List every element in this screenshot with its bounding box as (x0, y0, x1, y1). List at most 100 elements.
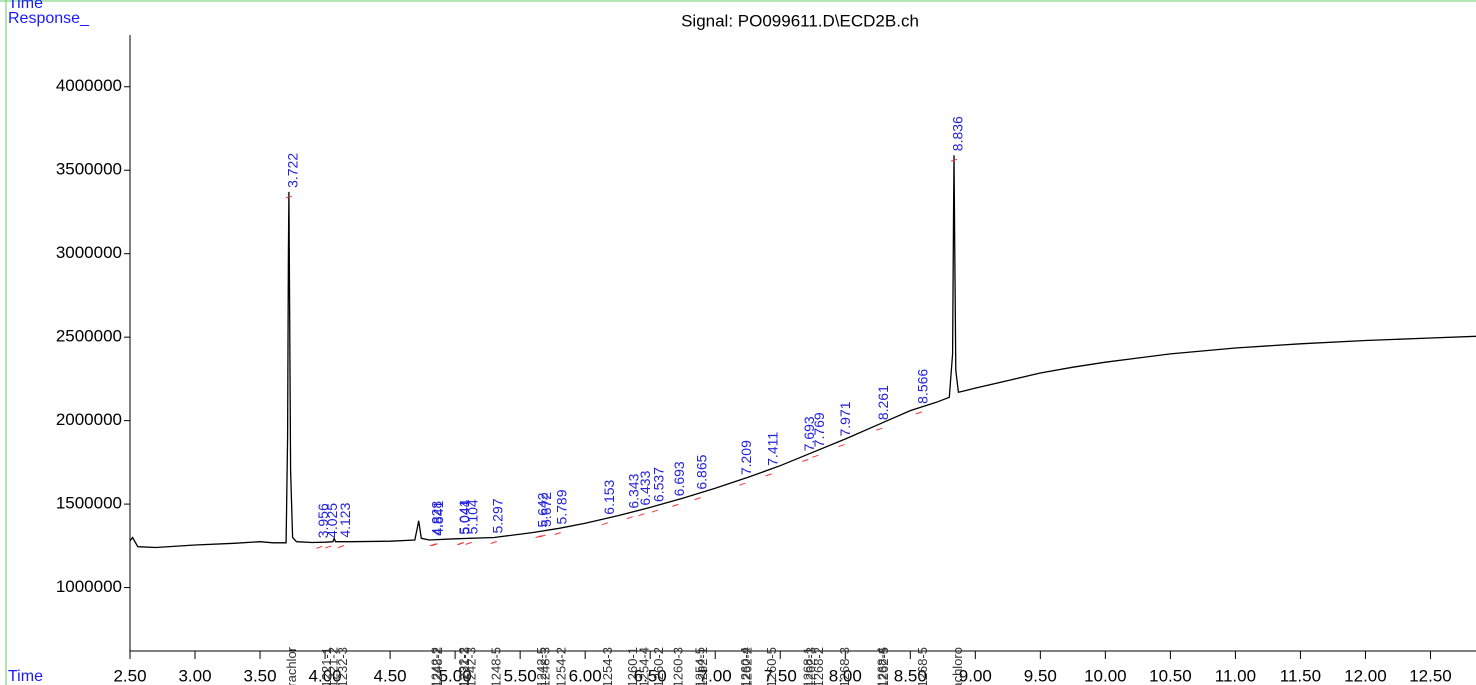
peak-label: 6.343 (625, 473, 641, 508)
peak-baseline (876, 427, 883, 431)
peak-label: 4.123 (337, 502, 353, 537)
chart-title: Signal: PO099611.D\ECD2B.ch (681, 11, 919, 30)
compound-label: Decachloro (950, 647, 965, 685)
peak-baseline (490, 541, 497, 544)
peak-label: 7.411 (764, 432, 780, 466)
compound-label: AR-1260-2 (651, 647, 666, 685)
peak-label: 5.104 (464, 499, 480, 534)
x-tick-label: 8.50 (894, 666, 927, 685)
peak-baseline (457, 542, 465, 546)
compound-label: AR-1268-1 (800, 647, 815, 685)
peak-label: 8.836 (950, 116, 966, 151)
compound-label: AR-1221-2 (326, 647, 341, 685)
compound-label: AR-1268-3 (837, 647, 852, 685)
peak-baseline (465, 541, 472, 545)
x-tick-label: 6.00 (569, 666, 602, 685)
x-axis-label: Time (8, 668, 43, 685)
x-tick-label: 12.50 (1409, 666, 1452, 685)
peak-baseline (651, 509, 659, 513)
y-axis-label: Response_ (8, 10, 90, 27)
y-tick-label: 3000000 (56, 243, 122, 262)
peak-baseline (325, 545, 332, 549)
x-tick-label: 3.50 (244, 666, 277, 685)
x-tick-label: 5.50 (504, 666, 537, 685)
peak-label: 8.261 (875, 385, 891, 420)
compound-label: AR-1268-5 (915, 647, 930, 685)
compound-label: AR-1242-2 (428, 647, 443, 685)
compound-label: AR-1262-3 (803, 647, 818, 685)
x-tick-label: 9.00 (959, 666, 992, 685)
peak-baseline (535, 535, 542, 539)
peak-label: 4.025 (324, 503, 340, 538)
compound-label: AR-1260-4 (738, 647, 753, 685)
peak-baseline (812, 454, 819, 458)
x-tick-label: 7.50 (764, 666, 797, 685)
peak-baseline (672, 503, 679, 507)
peak-baseline (316, 545, 323, 549)
peak-label: 7.209 (738, 440, 754, 475)
compound-label: AR-1262-2 (739, 647, 754, 685)
x-tick-label: 3.00 (178, 666, 211, 685)
compound-label: AR-1254-2 (553, 647, 568, 685)
peak-label: 6.865 (693, 454, 709, 489)
y-tick-label: 2500000 (56, 327, 122, 346)
compound-label: AR-1262-1 (695, 647, 710, 685)
peak-label: 4.828 (428, 501, 444, 536)
compound-label: AR-1242-3 (464, 647, 479, 685)
peak-baseline (765, 473, 772, 477)
y-tick-label: 1000000 (56, 577, 122, 596)
peak-baseline (838, 444, 845, 448)
x-tick-label: 12.00 (1344, 666, 1387, 685)
y-tick-label: 3500000 (56, 160, 122, 179)
compound-label: AR-1268-4 (875, 647, 890, 685)
compound-label: AR-1242-5 (534, 647, 549, 685)
compound-label: AR-1232-2 (456, 647, 471, 685)
compound-label: AR-1262-5 (876, 647, 891, 685)
peak-label: 3.956 (315, 503, 331, 538)
peak-label: 5.297 (489, 498, 505, 533)
x-tick-label: 2.50 (113, 666, 146, 685)
compound-label: AR-1260-5 (764, 647, 779, 685)
peak-baseline (915, 411, 923, 415)
peak-baseline (431, 543, 438, 547)
x-tick-label: 10.50 (1149, 666, 1192, 685)
signal-trace (129, 155, 1476, 549)
peak-label: 5.044 (457, 499, 473, 534)
peak-baseline (554, 532, 561, 536)
y-tick-label: 1500000 (56, 494, 122, 513)
x-tick-label: 11.50 (1280, 666, 1321, 685)
peak-label: 6.153 (601, 479, 617, 514)
peak-baseline (601, 522, 609, 526)
x-tick-label: 10.00 (1084, 666, 1127, 685)
compound-label: AR-1248-2 (430, 647, 445, 685)
peak-baseline (539, 534, 546, 538)
x-tick-label: 4.00 (309, 666, 342, 685)
peak-label: 7.693 (801, 416, 817, 451)
x-tick-label: 7.00 (699, 666, 732, 685)
x-tick-label: 5.00 (439, 666, 472, 685)
compound-label: AR-1221-3 (457, 647, 472, 685)
peak-label: 4.841 (430, 500, 446, 535)
peak-label: 7.971 (837, 401, 853, 436)
peak-label: 3.722 (285, 153, 301, 188)
compound-label: AR-1254-4 (637, 647, 652, 685)
peak-baseline (739, 482, 746, 486)
peak-baseline (337, 545, 345, 549)
peak-label: 8.566 (915, 369, 931, 404)
compound-label: AR-1260-3 (670, 647, 685, 685)
peak-baseline (638, 513, 645, 517)
top-label: Time (8, 0, 43, 12)
peak-label: 5.789 (553, 489, 569, 524)
peak-label: 5.041 (456, 499, 472, 534)
x-tick-label: 4.50 (374, 666, 407, 685)
peak-baseline (285, 195, 293, 199)
peak-label: 5.672 (538, 492, 554, 527)
peak-baseline (626, 516, 633, 520)
compound-label: AR-1232-3 (335, 647, 350, 685)
peak-label: 5.642 (534, 492, 550, 527)
x-tick-label: 11.00 (1215, 666, 1256, 685)
compound-label: AR-1221-1 (319, 647, 334, 685)
compound-label: AR-1248-5 (488, 647, 503, 685)
y-tick-label: 2000000 (56, 410, 122, 429)
